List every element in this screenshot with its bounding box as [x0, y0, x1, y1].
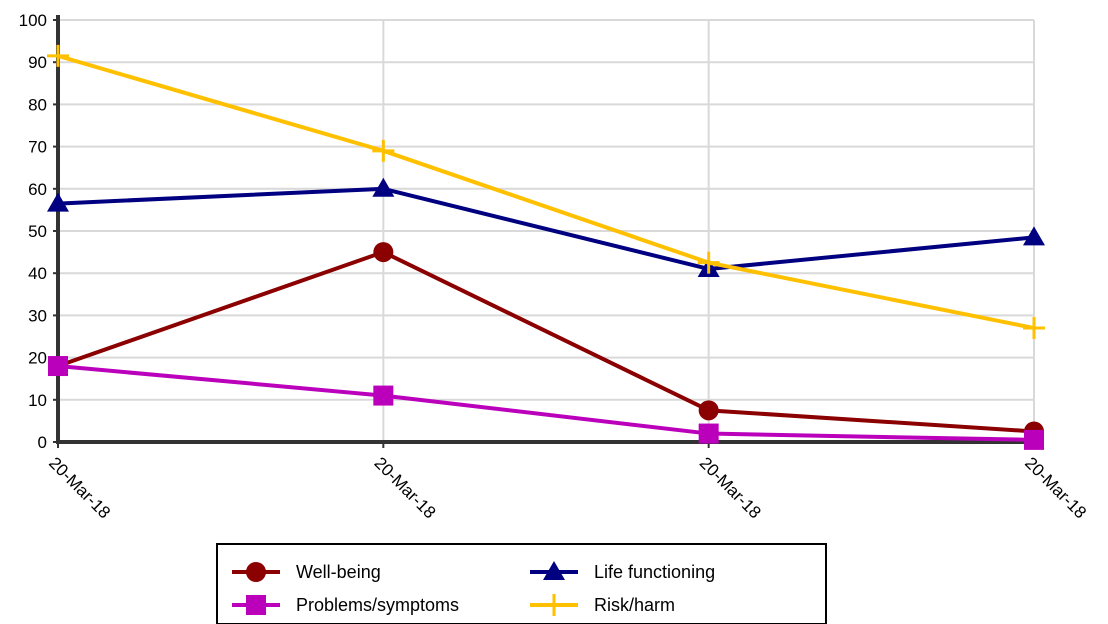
x-tick-label: 20-Mar-18 — [371, 453, 440, 522]
y-tick-label: 30 — [28, 306, 47, 325]
y-tick-label: 20 — [28, 349, 47, 368]
y-axis: 0 10 20 30 40 50 60 70 80 90 100 — [19, 11, 60, 452]
legend-marker — [543, 594, 565, 616]
data-point-life-functioning — [372, 177, 395, 197]
series-line-risk-harm — [57, 53, 1035, 331]
data-point-risk-harm — [372, 139, 395, 162]
data-point-well-being — [698, 400, 719, 421]
legend-box — [216, 543, 827, 624]
legend-label: Life functioning — [594, 562, 715, 582]
legend-label: Problems/symptoms — [296, 595, 459, 615]
y-tick-label: 40 — [28, 264, 47, 283]
series-problems-symptoms — [48, 356, 1044, 450]
legend-marker — [246, 562, 266, 582]
x-tick-label: 20-Mar-18 — [45, 453, 114, 522]
y-tick-label: 90 — [28, 53, 47, 72]
series-risk-harm — [47, 44, 1045, 340]
legend-label: Well-being — [296, 562, 381, 582]
y-tick-label: 80 — [28, 95, 47, 114]
data-point-life-functioning — [47, 192, 69, 212]
data-point-risk-harm — [697, 251, 720, 274]
series-life-functioning — [47, 177, 1045, 277]
y-tick-label: 70 — [28, 138, 47, 157]
y-tick-label: 50 — [28, 222, 47, 241]
legend-item-risk-harm: Risk/harm — [530, 594, 675, 616]
y-tick-label: 0 — [38, 433, 47, 452]
legend-item-problems-symptoms: Problems/symptoms — [232, 595, 459, 615]
x-tick-label: 20-Mar-18 — [696, 453, 765, 522]
y-tick-label: 60 — [28, 180, 47, 199]
data-point-life-functioning — [1023, 226, 1045, 246]
x-tick-label: 20-Mar-18 — [1021, 453, 1090, 522]
series-group — [47, 44, 1045, 450]
data-point-problems-symptoms — [373, 385, 394, 406]
legend-item-well-being: Well-being — [232, 562, 381, 582]
series-line-problems-symptoms — [57, 364, 1035, 442]
legend-item-life-functioning: Life functioning — [530, 561, 715, 582]
data-point-problems-symptoms — [1024, 429, 1044, 450]
y-tick-label: 100 — [19, 11, 47, 30]
series-line-well-being — [57, 250, 1035, 434]
data-point-problems-symptoms — [48, 356, 68, 377]
series-well-being — [48, 242, 1044, 442]
y-tick-label: 10 — [28, 391, 47, 410]
legend: Well-being Life functioning Problems/sympt… — [216, 543, 827, 624]
series-line-life-functioning — [57, 186, 1035, 271]
legend-marker — [246, 595, 266, 615]
data-point-well-being — [373, 242, 394, 263]
data-point-problems-symptoms — [698, 423, 719, 444]
data-point-risk-harm — [47, 44, 69, 67]
legend-marker — [543, 561, 565, 580]
data-point-risk-harm — [1023, 317, 1045, 340]
x-axis: 20-Mar-18 20-Mar-18 20-Mar-18 20-Mar-18 — [45, 440, 1090, 522]
legend-label: Risk/harm — [594, 595, 675, 615]
